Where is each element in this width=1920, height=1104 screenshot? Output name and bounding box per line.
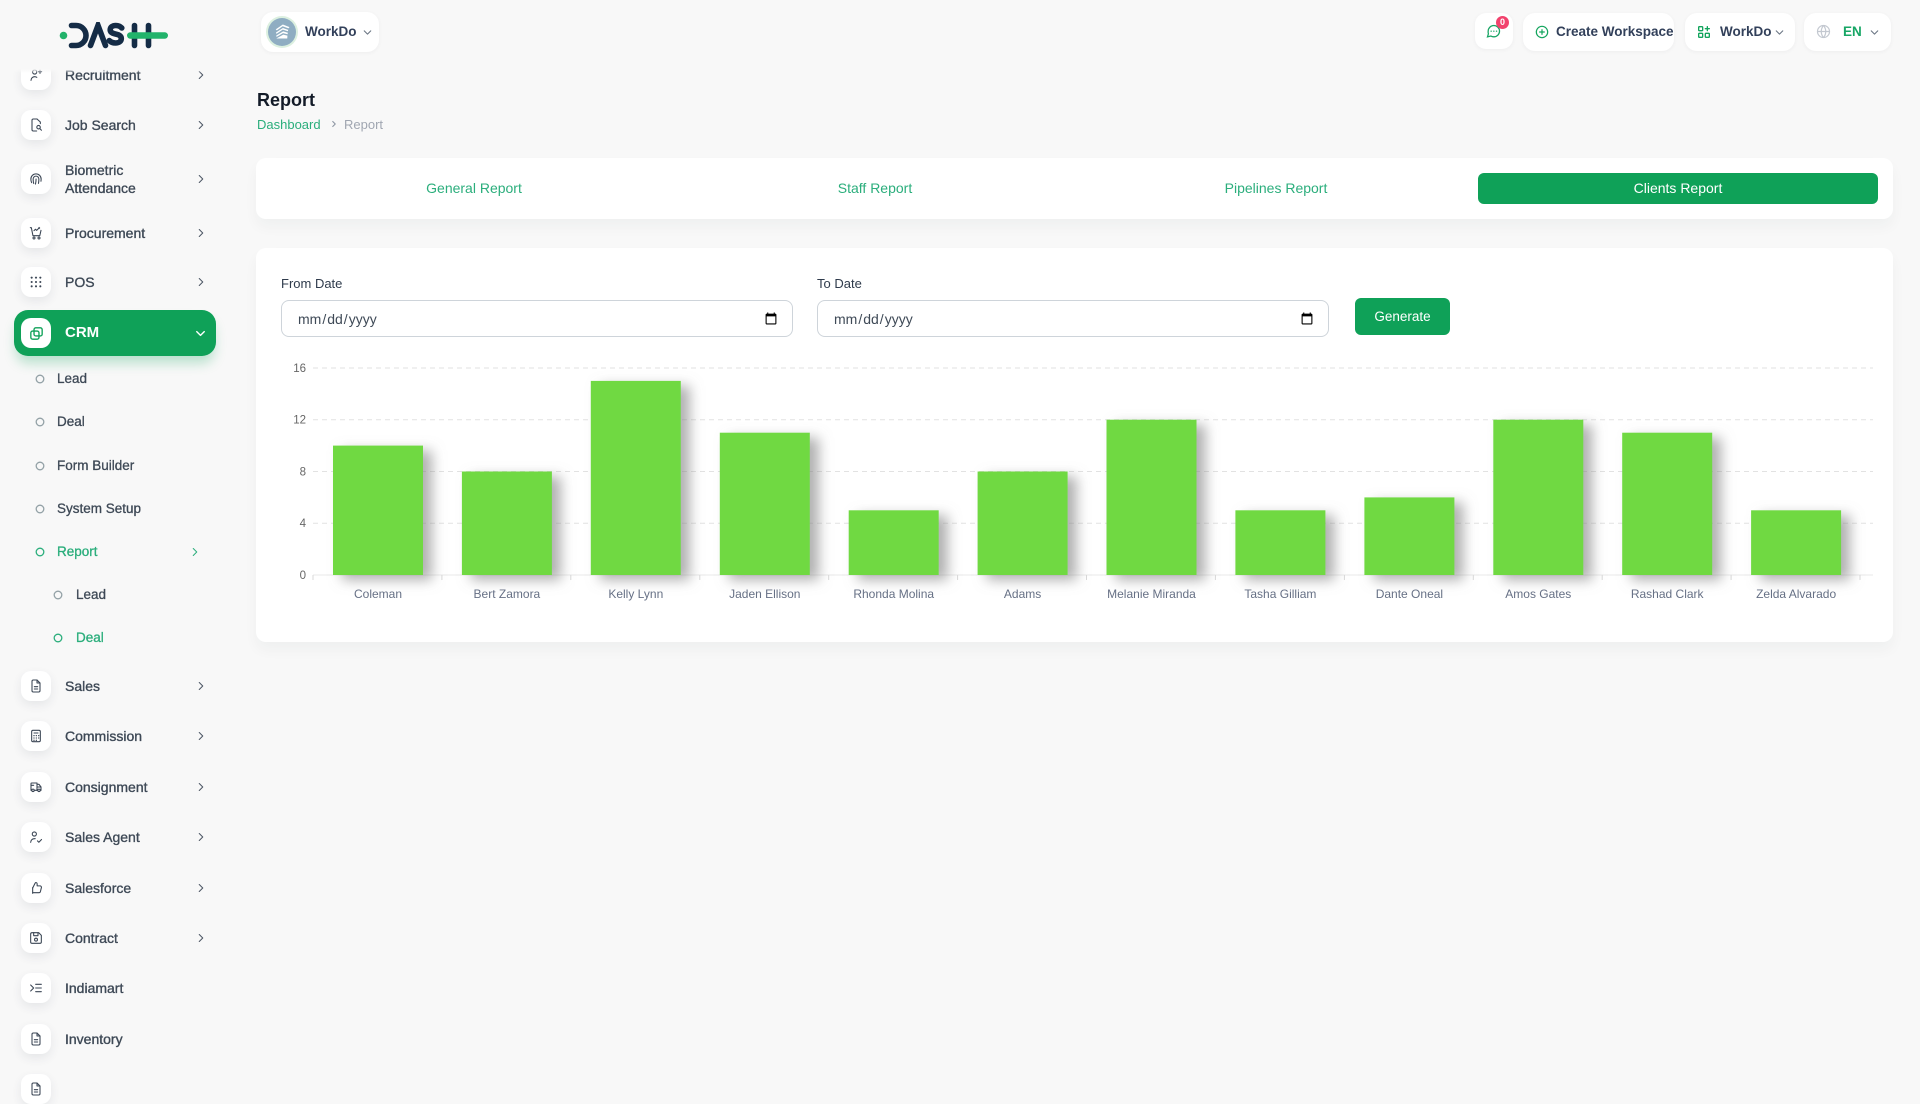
svg-text:Adams: Adams xyxy=(1004,587,1041,601)
svg-text:4: 4 xyxy=(300,518,307,530)
svg-text:Coleman: Coleman xyxy=(354,587,402,601)
svg-text:Kelly Lynn: Kelly Lynn xyxy=(608,587,663,601)
svg-text:Rashad Clark: Rashad Clark xyxy=(1631,587,1705,601)
svg-text:0: 0 xyxy=(300,570,306,582)
svg-text:16: 16 xyxy=(293,363,306,375)
svg-text:Rhonda Molina: Rhonda Molina xyxy=(853,587,934,601)
svg-text:Amos Gates: Amos Gates xyxy=(1505,587,1571,601)
svg-text:8: 8 xyxy=(300,467,306,479)
svg-text:12: 12 xyxy=(293,415,306,427)
svg-text:Dante Oneal: Dante Oneal xyxy=(1376,587,1443,601)
svg-text:Bert Zamora: Bert Zamora xyxy=(474,587,541,601)
svg-text:Zelda Alvarado: Zelda Alvarado xyxy=(1756,587,1836,601)
svg-text:Tasha Gilliam: Tasha Gilliam xyxy=(1244,587,1316,601)
svg-text:Melanie Miranda: Melanie Miranda xyxy=(1107,587,1196,601)
svg-text:Jaden Ellison: Jaden Ellison xyxy=(729,587,800,601)
